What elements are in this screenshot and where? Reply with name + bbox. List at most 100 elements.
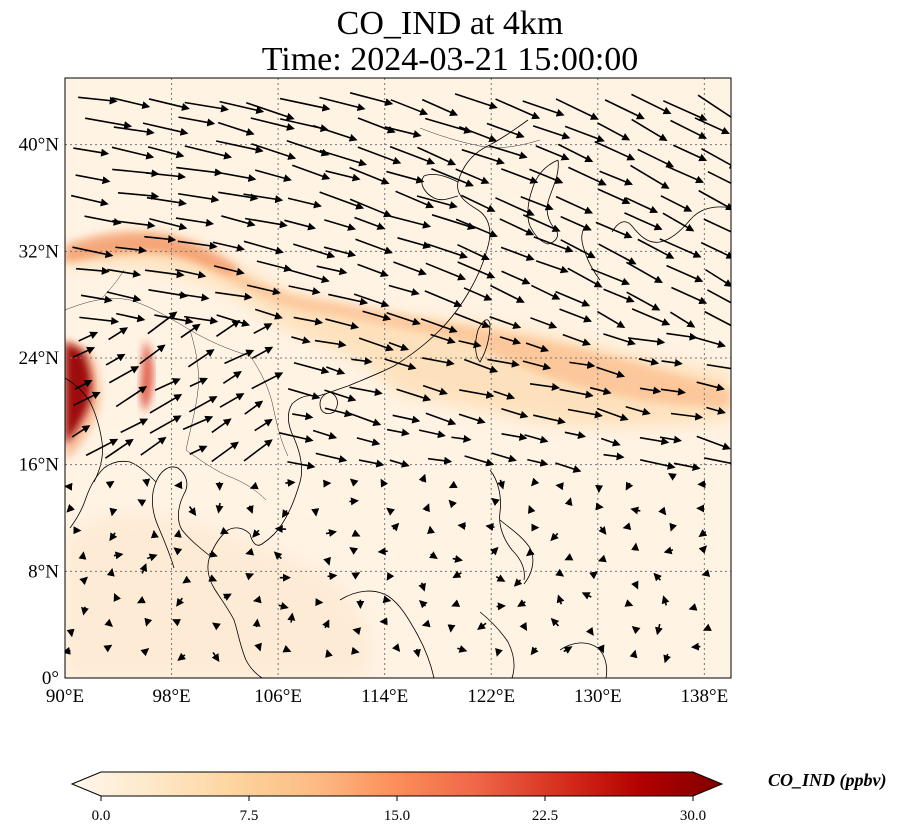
wind-arrow	[535, 145, 570, 161]
y-tick-label: 16°N	[19, 455, 60, 476]
wind-arrow	[422, 503, 430, 513]
wind-arrow	[105, 353, 126, 366]
wind-arrow	[555, 568, 565, 577]
wind-arrow	[500, 246, 535, 261]
wind-arrow	[319, 191, 365, 210]
wind-arrow	[396, 388, 432, 402]
wind-arrow	[596, 407, 629, 421]
wind-arrow	[530, 477, 540, 487]
wind-arrow	[172, 619, 181, 627]
wind-arrow	[533, 236, 574, 253]
wind-arrow	[145, 172, 187, 181]
wind-arrow	[454, 93, 498, 110]
wind-arrow	[245, 547, 255, 556]
wind-arrow	[65, 646, 71, 655]
wind-arrow	[458, 126, 498, 143]
wind-arrow	[455, 218, 498, 238]
wind-arrow	[176, 597, 185, 607]
wind-arrow	[673, 462, 701, 471]
wind-arrow	[188, 396, 218, 413]
wind-arrow	[111, 146, 155, 160]
colorbar-label: CO_IND (ppbv)	[768, 770, 887, 790]
wind-arrow	[701, 569, 711, 577]
wind-arrow	[493, 390, 516, 400]
wind-arrow	[316, 265, 348, 276]
wind-arrow	[490, 546, 499, 556]
wind-arrow	[349, 547, 359, 555]
wind-arrow	[137, 499, 147, 507]
wind-arrow	[416, 195, 458, 209]
wind-arrow	[488, 144, 528, 160]
wind-arrow	[640, 459, 676, 470]
wind-arrow	[631, 118, 668, 142]
wind-arrow	[631, 542, 640, 551]
wind-arrow	[663, 546, 674, 555]
wind-arrow	[631, 625, 641, 635]
wind-arrow	[148, 98, 190, 111]
wind-arrow	[279, 97, 331, 112]
wind-arrow	[707, 170, 731, 185]
wind-arrow	[245, 572, 255, 581]
wind-arrow	[690, 642, 701, 651]
wind-arrow	[564, 553, 574, 561]
wind-arrow	[417, 146, 457, 166]
border-laos-vietnam	[249, 355, 289, 457]
wind-arrow	[704, 268, 731, 287]
wind-arrow	[175, 217, 215, 227]
wind-arrow	[418, 582, 426, 592]
wind-arrow	[177, 192, 220, 203]
wind-arrow	[287, 197, 322, 209]
wind-arrow	[222, 593, 232, 601]
philippines-coast	[499, 519, 534, 585]
wind-arrow	[447, 624, 456, 633]
wind-arrow	[357, 117, 396, 134]
wind-arrow	[386, 311, 421, 326]
wind-arrow	[216, 320, 241, 337]
wind-arrow	[252, 618, 261, 628]
x-tick-label: 138°E	[681, 686, 729, 707]
wind-arrow	[246, 102, 295, 121]
x-tick-label: 106°E	[254, 686, 302, 707]
wind-arrow	[702, 623, 712, 631]
wind-arrow	[421, 619, 431, 628]
colorbar-tick-label: 7.5	[240, 808, 259, 824]
wind-arrow	[420, 318, 458, 334]
wind-arrow	[287, 612, 296, 623]
wind-arrow	[658, 506, 667, 516]
wind-arrow	[107, 268, 142, 278]
wind-arrow	[567, 267, 603, 288]
wind-arrow	[419, 599, 428, 609]
wind-arrow	[625, 197, 659, 214]
wind-arrow	[142, 478, 151, 487]
wind-arrow	[559, 388, 594, 399]
wind-arrow	[529, 382, 560, 391]
wind-arrow	[188, 506, 197, 517]
wind-arrow	[111, 97, 151, 110]
wind-arrow	[457, 522, 466, 530]
wind-arrow	[517, 599, 527, 607]
wind-arrow	[314, 339, 347, 349]
wind-arrow	[384, 126, 422, 138]
wind-arrow	[354, 216, 386, 230]
wind-arrow	[496, 602, 506, 611]
wind-arrow	[422, 384, 448, 396]
wind-arrow	[397, 237, 432, 249]
wind-arrow	[384, 358, 417, 371]
wind-arrow	[418, 429, 446, 439]
wind-arrow	[624, 599, 634, 607]
colorbar-tick-label: 22.5	[532, 808, 558, 824]
bohai-coast	[421, 174, 459, 201]
wind-arrow	[113, 592, 121, 602]
wind-arrow	[451, 434, 472, 443]
wind-arrow	[109, 507, 118, 517]
wind-arrow	[563, 646, 573, 654]
wind-arrow	[459, 389, 495, 399]
wind-arrow	[696, 435, 731, 451]
wind-arrow	[178, 293, 210, 302]
wind-arrow	[350, 646, 360, 655]
wind-arrow	[177, 652, 187, 661]
plume-south-haze	[65, 513, 370, 678]
wind-arrow	[625, 405, 651, 416]
wind-arrow	[596, 366, 626, 378]
